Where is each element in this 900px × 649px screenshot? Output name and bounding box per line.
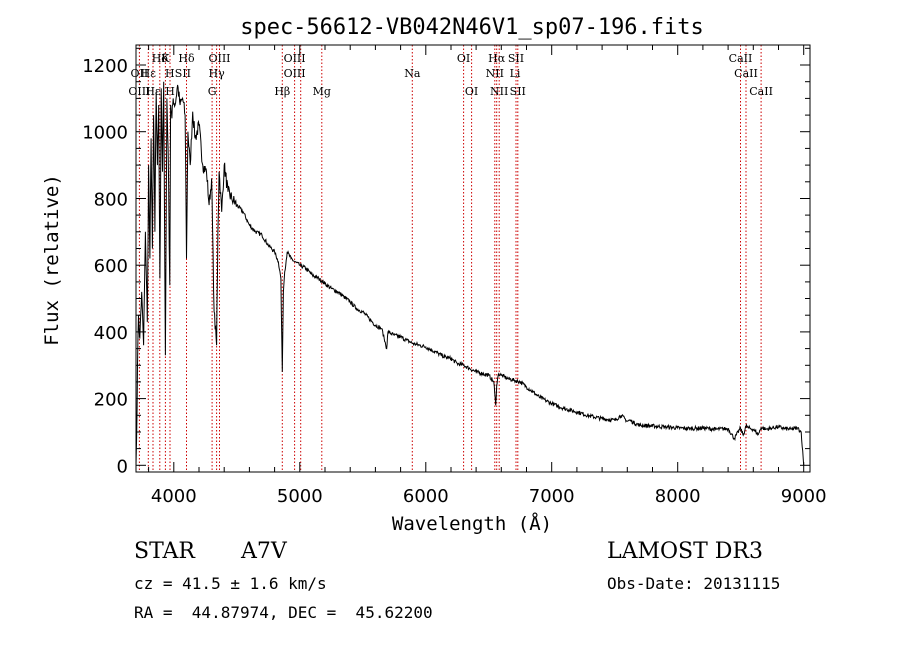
y-tick-label: 0 [117, 456, 128, 477]
line-annotation: Hε [145, 85, 161, 98]
line-annotation: OIII [128, 85, 150, 98]
survey-name: LAMOST DR3 [607, 539, 763, 564]
y-tick-label: 200 [94, 390, 128, 411]
x-tick-label: 8000 [655, 486, 701, 507]
line-annotation: H [165, 85, 175, 98]
line-annotation: OIII [284, 67, 306, 80]
x-axis-ticks: 4000 5000 6000 7000 8000 9000 [148, 45, 827, 507]
line-annotation: Hγ [209, 67, 226, 80]
line-annotation: SII [175, 67, 191, 80]
line-annotation: OII [131, 67, 149, 80]
line-annotation: Hδ [152, 52, 169, 65]
observation-date: Obs-Date: 20131115 [607, 574, 781, 593]
y-tick-label: 600 [94, 256, 128, 277]
line-annotation: CaII [749, 85, 773, 98]
spectral-subclass: A7V [241, 539, 287, 564]
line-annotation: Hδ [178, 52, 195, 65]
x-tick-label: 4000 [151, 486, 197, 507]
line-annotation: CaII [729, 52, 753, 65]
ra-dec: RA = 44.87974, DEC = 45.62200 [134, 603, 433, 622]
line-annotation: K [161, 52, 170, 65]
line-annotation: Hβ [274, 85, 290, 98]
line-annotation: NII [490, 85, 508, 98]
y-tick-label: 800 [94, 190, 128, 211]
line-annotation: OIII [284, 52, 306, 65]
plot-frame [135, 44, 811, 473]
x-axis-label: Wavelength (Å) [392, 512, 552, 535]
line-annotation: NII [486, 67, 504, 80]
line-annotation: G [208, 85, 217, 98]
y-axis-ticks: 0 200 400 600 800 1000 1200 [82, 47, 810, 477]
redshift-velocity: cz = 41.5 ± 1.6 km/s [134, 574, 327, 593]
line-annotation: Hε [141, 67, 157, 80]
line-annotation: Li [510, 67, 521, 80]
x-tick-label: 5000 [277, 486, 323, 507]
chart-title: spec-56612-VB042N46V1_sp07-196.fits [240, 15, 704, 40]
object-class: STAR [134, 539, 195, 564]
y-tick-label: 400 [94, 323, 128, 344]
line-annotation: SII [508, 52, 524, 65]
x-tick-label: 7000 [529, 486, 575, 507]
line-annotation: CaII [734, 67, 758, 80]
line-annotation: H [165, 67, 175, 80]
line-annotation: OI [465, 85, 478, 98]
line-marks [138, 45, 762, 472]
spectrum-series-line [135, 81, 805, 466]
line-annotation: Mg [313, 85, 331, 98]
x-tick-label: 9000 [781, 486, 827, 507]
x-tick-label: 6000 [403, 486, 449, 507]
y-tick-label: 1000 [82, 123, 128, 144]
line-annotation: SII [510, 85, 526, 98]
line-annotation: OI [457, 52, 470, 65]
line-annotation: Na [404, 67, 421, 80]
line-annotation: Hα [488, 52, 506, 65]
line-annotation: OIII [208, 52, 230, 65]
y-axis-label: Flux (relative) [41, 174, 63, 346]
y-tick-label: 1200 [82, 56, 128, 77]
